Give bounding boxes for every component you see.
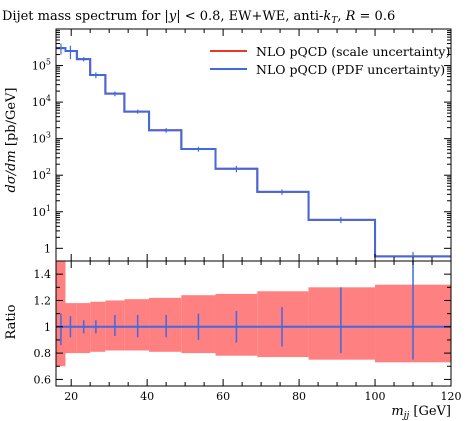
main-x-axis-ticks xyxy=(70,29,452,261)
y-tick-label: 1 xyxy=(44,242,51,255)
chart-title: Dijet mass spectrum for |y| < 0.8, EW+WE… xyxy=(2,9,395,26)
y-tick-label: 105 xyxy=(32,58,51,73)
ratio-panel-frame xyxy=(55,260,452,387)
ratio-plot-area xyxy=(56,261,451,367)
x-tick-label: 20 xyxy=(64,390,78,403)
y-tick-label: 104 xyxy=(32,94,51,109)
x-axis-label: mjj [GeV] xyxy=(391,404,451,421)
main-y-axis-label: dσ/dm [pb/GeV] xyxy=(4,88,19,193)
legend: NLO pQCD (scale uncertainty) NLO pQCD (P… xyxy=(210,44,450,77)
scale-band-bin xyxy=(149,297,182,352)
y-tick-label: 102 xyxy=(32,167,51,182)
main-plot-area xyxy=(56,43,451,260)
y-tick-label: 101 xyxy=(32,204,51,219)
ratio-x-axis: 20 40 60 80 100 120 xyxy=(64,261,462,403)
scale-uncertainty-band xyxy=(56,261,451,367)
series-line-pdf-uncertainty xyxy=(56,47,451,258)
ratio-panel: 0.6 0.8 1 1.2 1.4 20 40 60 80 100 120 Ratio mjj [… xyxy=(4,260,462,421)
scale-band-bin xyxy=(124,299,150,351)
x-tick-label: 80 xyxy=(292,390,306,403)
y-tick-label: 103 xyxy=(32,131,51,146)
x-tick-label: 100 xyxy=(365,390,386,403)
ratio-y-tick-label: 0.8 xyxy=(34,347,52,360)
ratio-y-tick-label: 1 xyxy=(44,321,51,334)
legend-label-scale-uncertainty: NLO pQCD (scale uncertainty) xyxy=(256,44,450,59)
main-y-axis: 1 101 102 103 104 105 xyxy=(32,28,451,255)
series-line-scale-uncertainty xyxy=(56,47,451,258)
x-tick-label: 40 xyxy=(140,390,154,403)
x-tick-label: 120 xyxy=(441,390,462,403)
ratio-y-axis-label: Ratio xyxy=(4,304,19,339)
legend-label-pdf-uncertainty: NLO pQCD (PDF uncertainty) xyxy=(256,62,445,77)
ratio-y-tick-label: 1.2 xyxy=(34,294,52,307)
ratio-y-tick-label: 0.6 xyxy=(34,373,52,386)
x-tick-label: 60 xyxy=(216,390,230,403)
ratio-y-tick-label: 1.4 xyxy=(34,268,52,281)
scale-band-bin xyxy=(65,303,77,354)
ratio-y-axis: 0.6 0.8 1 1.2 1.4 xyxy=(34,268,451,386)
scale-band-bin xyxy=(308,287,376,360)
scale-band-bin xyxy=(257,291,309,358)
pdf-error-bars xyxy=(60,261,414,360)
main-panel: 1 101 102 103 104 105 dσ/dm [pb/GeV] xyxy=(4,28,452,262)
